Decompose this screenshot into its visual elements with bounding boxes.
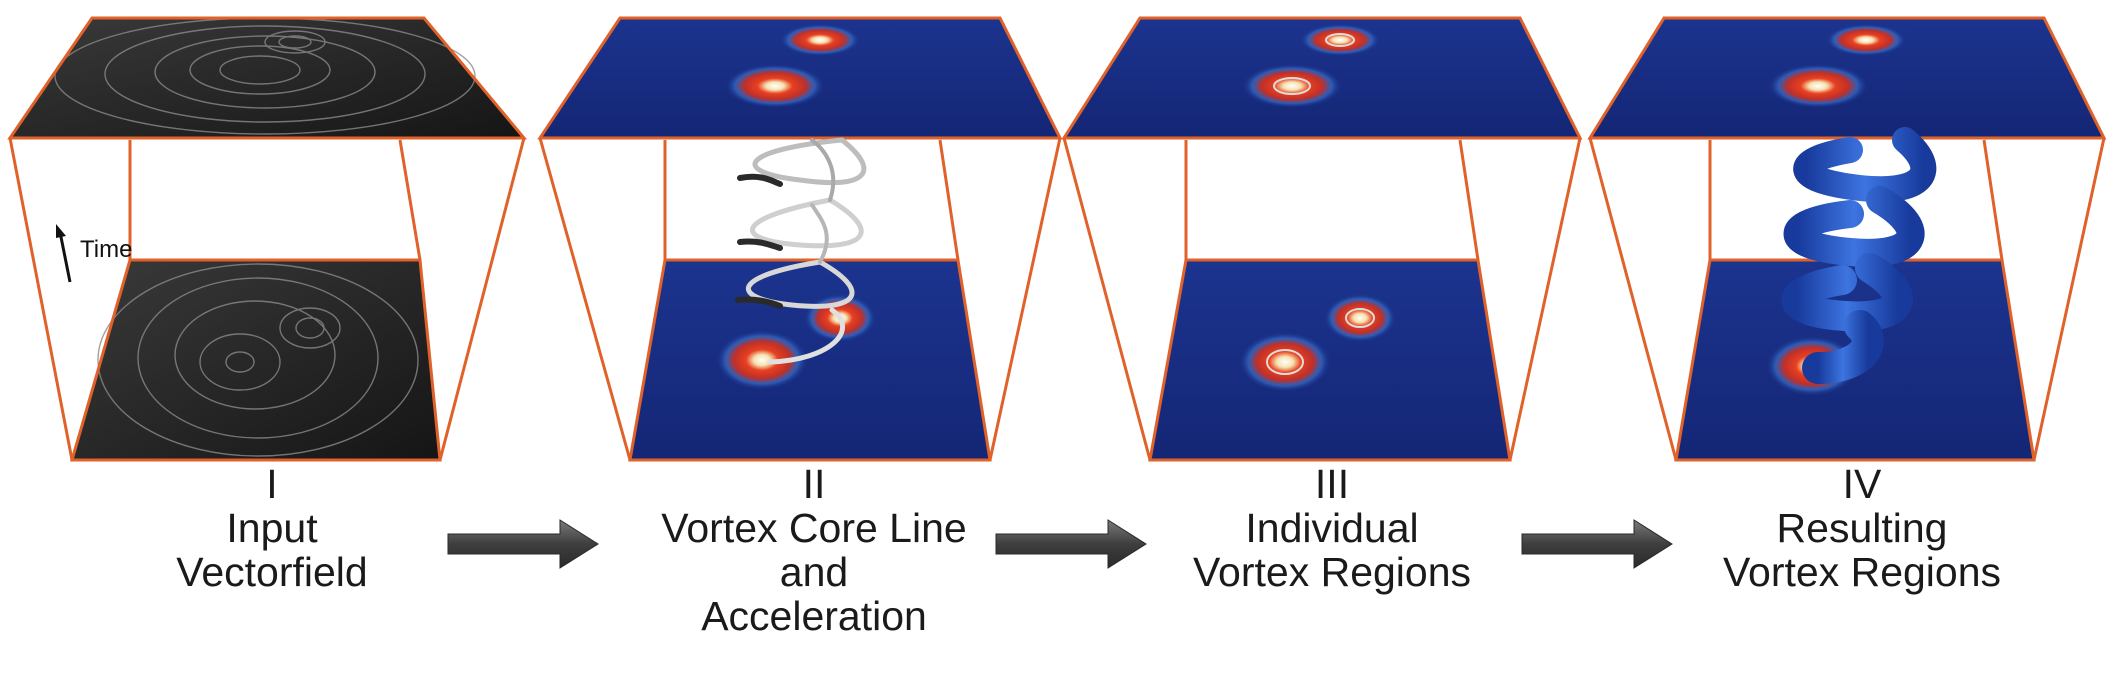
vortex-glow xyxy=(1242,64,1342,108)
vortex-ring-marks xyxy=(1266,308,1375,375)
stage-caption-line: Input xyxy=(226,505,318,551)
panel-individual-vortex-regions xyxy=(1061,16,1583,462)
panel-resulting-vortex-regions xyxy=(1587,16,2107,462)
vortex-glow xyxy=(725,64,825,108)
stage-numeral: III xyxy=(1314,461,1350,507)
vortex-glow xyxy=(1239,332,1331,392)
stage-caption-line: Vortex Regions xyxy=(1722,549,2002,595)
vortex-glow xyxy=(716,330,808,390)
flow-arrow-2 xyxy=(995,519,1147,569)
top-plane xyxy=(10,18,524,138)
caption-stage-1: I Input Vectorfield xyxy=(102,462,442,594)
stage-caption-line: Resulting xyxy=(1776,505,1948,551)
stage-caption-line: Acceleration xyxy=(701,593,927,639)
stage-caption-line: Vortex Regions xyxy=(1192,549,1472,595)
vortex-core-helix xyxy=(735,137,867,365)
vortex-ring-marks xyxy=(1273,33,1355,95)
stage-caption-line: Individual xyxy=(1245,505,1419,551)
vortex-glow xyxy=(780,24,860,56)
vortex-glow xyxy=(1324,294,1396,342)
stage-caption-line: Vectorfield xyxy=(176,549,368,595)
vortex-glow xyxy=(1300,24,1380,56)
flow-arrow-1 xyxy=(447,519,599,569)
swirl-pattern-bottom xyxy=(97,263,419,457)
panel-vortex-core-line xyxy=(537,16,1063,462)
stage-numeral: IV xyxy=(1842,461,1882,507)
caption-stage-4: IV Resulting Vortex Regions xyxy=(1692,462,2032,594)
bottom-plane xyxy=(630,260,990,460)
frame-edges xyxy=(537,16,1063,462)
frame-edges xyxy=(7,16,528,462)
stage-numeral: II xyxy=(802,461,826,507)
flow-arrow-3 xyxy=(1521,519,1673,569)
time-arrow xyxy=(56,224,72,283)
panel-input-vectorfield xyxy=(7,16,528,462)
bottom-plane xyxy=(72,260,440,460)
stage-caption-line: and xyxy=(779,549,849,595)
vortex-glow xyxy=(1768,64,1868,108)
time-label: Time xyxy=(80,236,133,263)
vortex-region-tube xyxy=(1781,127,1937,384)
stage-numeral: I xyxy=(266,461,278,507)
stage-caption-line: Vortex Core Line xyxy=(661,505,967,551)
caption-stage-2: II Vortex Core Line and Acceleration xyxy=(634,462,994,638)
vortex-glow xyxy=(1826,24,1906,56)
frame-edges xyxy=(1061,16,1583,462)
caption-stage-3: III Individual Vortex Regions xyxy=(1162,462,1502,594)
